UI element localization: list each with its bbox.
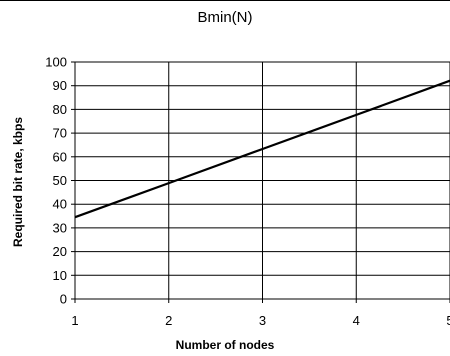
- chart-title: Bmin(N): [197, 9, 253, 26]
- y-tick-label: 50: [53, 173, 67, 188]
- y-tick-label: 60: [53, 149, 67, 164]
- x-tick-label: 5: [446, 313, 450, 328]
- top-border-line: [0, 0, 450, 1]
- x-tick-label: 2: [165, 313, 172, 328]
- y-tick-label: 20: [53, 244, 67, 259]
- x-tick-label: 3: [259, 313, 266, 328]
- y-tick-label: 100: [45, 55, 67, 70]
- y-tick-label: 70: [53, 126, 67, 141]
- series-line: [74, 79, 450, 219]
- y-tick-label: 80: [53, 102, 67, 117]
- y-tick-label: 40: [53, 197, 67, 212]
- y-tick-label: 0: [60, 292, 67, 307]
- y-axis-title: Required bit rate, kbps: [11, 116, 25, 248]
- x-tick-label: 1: [71, 313, 78, 328]
- y-tick-label: 90: [53, 78, 67, 93]
- y-tick-label: 10: [53, 268, 67, 283]
- x-axis-title: Number of nodes: [175, 338, 275, 352]
- y-tick-label: 30: [53, 220, 67, 235]
- x-tick-label: 4: [353, 313, 360, 328]
